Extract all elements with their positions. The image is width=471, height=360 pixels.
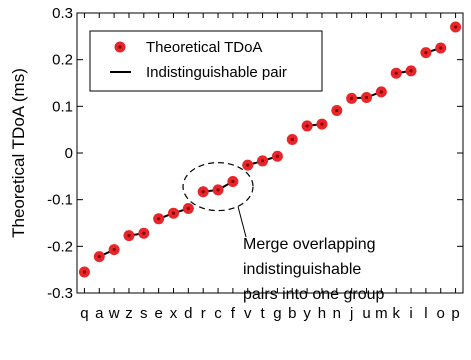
data-point-core [246, 163, 250, 167]
x-tick-label: y [303, 305, 311, 322]
y-tick-label: -0.2 [47, 238, 73, 255]
x-tick-label: z [125, 305, 133, 322]
data-point-core [335, 108, 339, 113]
data-point-core [409, 69, 413, 73]
x-tick-label: p [451, 305, 459, 322]
data-point-core [157, 217, 161, 221]
y-tick-label: 0.2 [52, 52, 73, 69]
x-tick-label: m [375, 305, 388, 322]
y-tick-label: 0.1 [52, 98, 73, 115]
y-tick-label: -0.3 [47, 285, 73, 302]
x-tick-label: t [260, 305, 265, 322]
data-point-core [231, 179, 235, 184]
data-point-core [439, 46, 443, 50]
y-tick-label: 0 [65, 145, 73, 162]
data-point-core [216, 188, 220, 192]
data-point-core [112, 248, 116, 252]
legend-marker-label: Theoretical TDoA [146, 39, 262, 56]
data-point-core [453, 25, 458, 29]
x-tick-label: h [318, 305, 326, 322]
legend-line-label: Indistinguishable pair [146, 64, 287, 81]
data-point-core [364, 95, 369, 100]
x-tick-label: s [140, 305, 148, 322]
x-tick-label: c [214, 305, 222, 322]
annotation-ellipse [182, 162, 254, 212]
data-point-core [305, 124, 309, 128]
data-point-core [350, 96, 354, 100]
x-tick-label: w [108, 305, 120, 322]
x-tick-label: v [244, 305, 252, 322]
x-tick-label: g [273, 305, 281, 322]
legend-box [89, 30, 323, 92]
data-points [78, 21, 462, 278]
y-tick-label: 0.3 [52, 5, 73, 22]
legend: Theoretical TDoA Indistinguishable pair [89, 30, 323, 92]
y-axis-label: Theoretical TDoA (ms) [9, 68, 28, 238]
data-point-core [424, 51, 428, 55]
x-tick-label: d [184, 305, 192, 322]
y-tick-label: -0.1 [47, 192, 73, 209]
x-tick-label: b [288, 305, 296, 322]
data-point-core [127, 234, 131, 238]
data-point-core [82, 270, 87, 274]
x-tick-label: e [154, 305, 162, 322]
annotation-line-1: Merge overlapping [243, 236, 376, 253]
x-tick-label: j [349, 305, 353, 322]
legend-marker-core-icon [118, 45, 122, 49]
x-tick-label: i [409, 305, 412, 322]
x-tick-label: n [333, 305, 341, 322]
x-tick-label: l [424, 305, 427, 322]
data-point-core [290, 137, 294, 142]
x-tick-label: q [80, 305, 88, 322]
annotation-line-2: indistinguishable [243, 261, 361, 278]
data-point-core [171, 211, 176, 215]
x-tick-label: x [170, 305, 178, 322]
x-tick-label: a [95, 305, 104, 322]
data-point-core [201, 190, 205, 194]
data-point-core [379, 90, 383, 94]
data-point-core [394, 71, 398, 75]
annotation: Merge overlapping indistinguishable pair… [182, 162, 385, 303]
y-axis-ticks: -0.3 -0.2 -0.1 0 0.1 0.2 0.3 [47, 5, 463, 302]
x-tick-label: o [437, 305, 445, 322]
x-tick-label: f [231, 305, 236, 322]
data-point-core [260, 159, 265, 163]
data-point-core [142, 231, 146, 235]
data-point-core [97, 255, 101, 259]
x-tick-label: k [392, 305, 400, 322]
x-tick-label: u [362, 305, 370, 322]
annotation-line-3: pairs into one group [243, 286, 385, 303]
data-point-core [275, 154, 280, 158]
data-point-core [320, 122, 324, 126]
annotation-pointer [237, 206, 247, 238]
data-point-core [186, 206, 190, 211]
x-tick-label: r [201, 305, 206, 322]
